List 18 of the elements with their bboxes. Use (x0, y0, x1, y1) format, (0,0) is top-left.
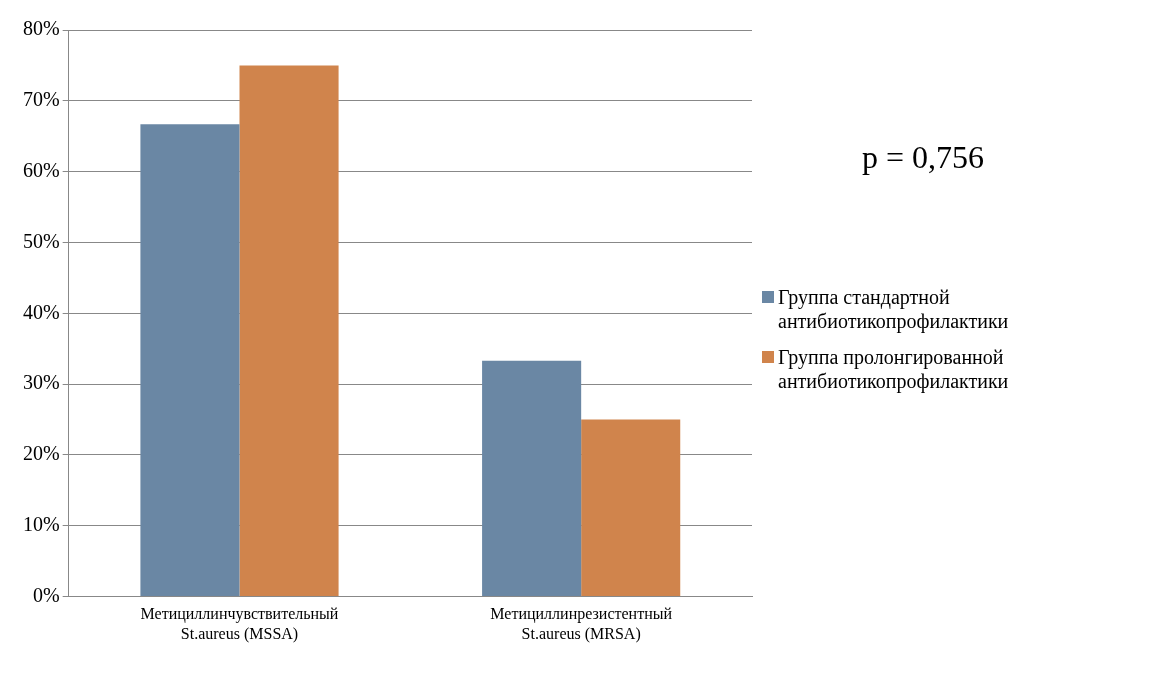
y-tick-label: 20% (22, 442, 60, 465)
x-tick-label: Метициллинчувствительный St.aureus (MSSA) (140, 605, 339, 643)
bar (239, 65, 339, 597)
y-tick-label: 60% (22, 158, 60, 181)
y-tick-label: 70% (22, 88, 60, 111)
bar (581, 419, 681, 597)
y-tick-label: 50% (22, 229, 60, 252)
y-tick-label: 10% (22, 513, 60, 536)
legend-label: Группа стандартной антибиотикопрофилактики (778, 285, 1010, 333)
y-tick-label: 0% (32, 583, 60, 606)
y-tick-label: 30% (22, 371, 60, 394)
y-tick-label: 80% (22, 17, 60, 40)
text: p = 0,756 (862, 139, 985, 176)
bar (140, 124, 240, 597)
y-tick-label: 40% (22, 300, 60, 323)
x-tick-label: Метициллинрезистентный St.aureus (MRSA) (490, 605, 673, 643)
bar (482, 360, 582, 597)
legend-label: Группа пролонгированной антибиотикопрофилактики (778, 345, 1010, 393)
